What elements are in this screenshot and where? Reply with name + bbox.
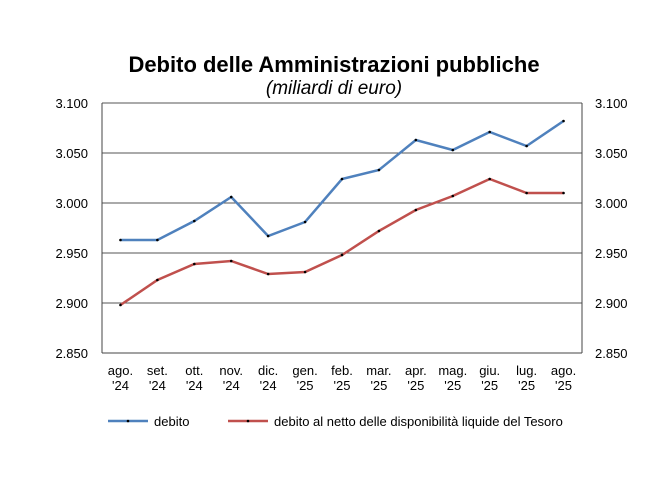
data-point [119, 303, 122, 307]
chart-subtitle: (miliardi di euro) [265, 78, 403, 99]
data-point [488, 177, 491, 181]
x-tick-label-year: '25 [518, 378, 535, 393]
legend-marker [126, 419, 130, 423]
x-tick-label-year: '24 [223, 378, 240, 393]
data-point [451, 148, 455, 152]
x-tick-label: apr. [405, 363, 427, 378]
x-tick-label: gen. [292, 363, 317, 378]
data-point [266, 272, 270, 276]
data-point [377, 168, 381, 172]
x-tick-label-year: '24 [112, 378, 129, 393]
x-tick-label: ago. [551, 363, 576, 378]
data-point [525, 191, 528, 195]
y-tick-label-left: 2.850 [55, 346, 88, 361]
y-tick-label-left: 3.000 [55, 196, 88, 211]
x-tick-label-year: '25 [297, 378, 314, 393]
legend-label-1: debito [154, 414, 189, 429]
data-point [340, 177, 344, 181]
data-point [229, 195, 233, 199]
x-tick-label-year: '25 [444, 378, 461, 393]
x-tick-label-year: '24 [149, 378, 166, 393]
x-tick-label: mag. [438, 363, 467, 378]
data-point [229, 259, 233, 263]
y-tick-label-left: 3.050 [55, 146, 88, 161]
data-point [414, 208, 418, 212]
data-point [525, 144, 528, 148]
x-tick-label-year: '25 [481, 378, 498, 393]
data-point [488, 130, 491, 134]
y-tick-label-right: 3.050 [595, 146, 628, 161]
x-tick-label: giu. [479, 363, 500, 378]
data-point [340, 253, 344, 257]
series-line-2 [119, 177, 564, 307]
x-tick-label-year: '25 [555, 378, 572, 393]
x-tick-label: ott. [185, 363, 203, 378]
x-tick-label-year: '25 [334, 378, 351, 393]
data-point [303, 220, 307, 224]
data-point [193, 262, 196, 266]
data-point [414, 138, 418, 142]
x-tick-label-year: '25 [407, 378, 424, 393]
x-tick-label: feb. [331, 363, 353, 378]
y-tick-label-left: 3.100 [55, 96, 88, 111]
legend-marker [246, 419, 250, 423]
data-point [303, 270, 307, 274]
data-point [119, 238, 122, 242]
x-tick-label-year: '24 [260, 378, 277, 393]
x-tick-label: lug. [516, 363, 537, 378]
data-point [562, 119, 565, 123]
data-point [156, 238, 159, 242]
y-tick-label-right: 2.850 [595, 346, 628, 361]
x-tick-label: ago. [108, 363, 133, 378]
data-point [193, 219, 196, 223]
x-tick-label: mar. [366, 363, 391, 378]
legend-label-2: debito al netto delle disponibilità liqu… [274, 414, 563, 429]
x-tick-label: dic. [258, 363, 278, 378]
x-tick-label-year: '24 [186, 378, 203, 393]
x-tick-label: nov. [219, 363, 243, 378]
y-tick-label-right: 2.950 [595, 246, 628, 261]
data-point [562, 191, 565, 195]
y-tick-label-right: 3.100 [595, 96, 628, 111]
y-tick-label-right: 2.900 [595, 296, 628, 311]
y-tick-label-left: 2.900 [55, 296, 88, 311]
x-tick-label-year: '25 [370, 378, 387, 393]
data-point [156, 278, 159, 282]
x-tick-label: set. [147, 363, 168, 378]
y-tick-label-left: 2.950 [55, 246, 88, 261]
chart-title: Debito delle Amministrazioni pubbliche [128, 52, 540, 77]
y-tick-label-right: 3.000 [595, 196, 628, 211]
data-point [377, 229, 381, 233]
data-point [266, 234, 270, 238]
data-point [451, 194, 455, 198]
